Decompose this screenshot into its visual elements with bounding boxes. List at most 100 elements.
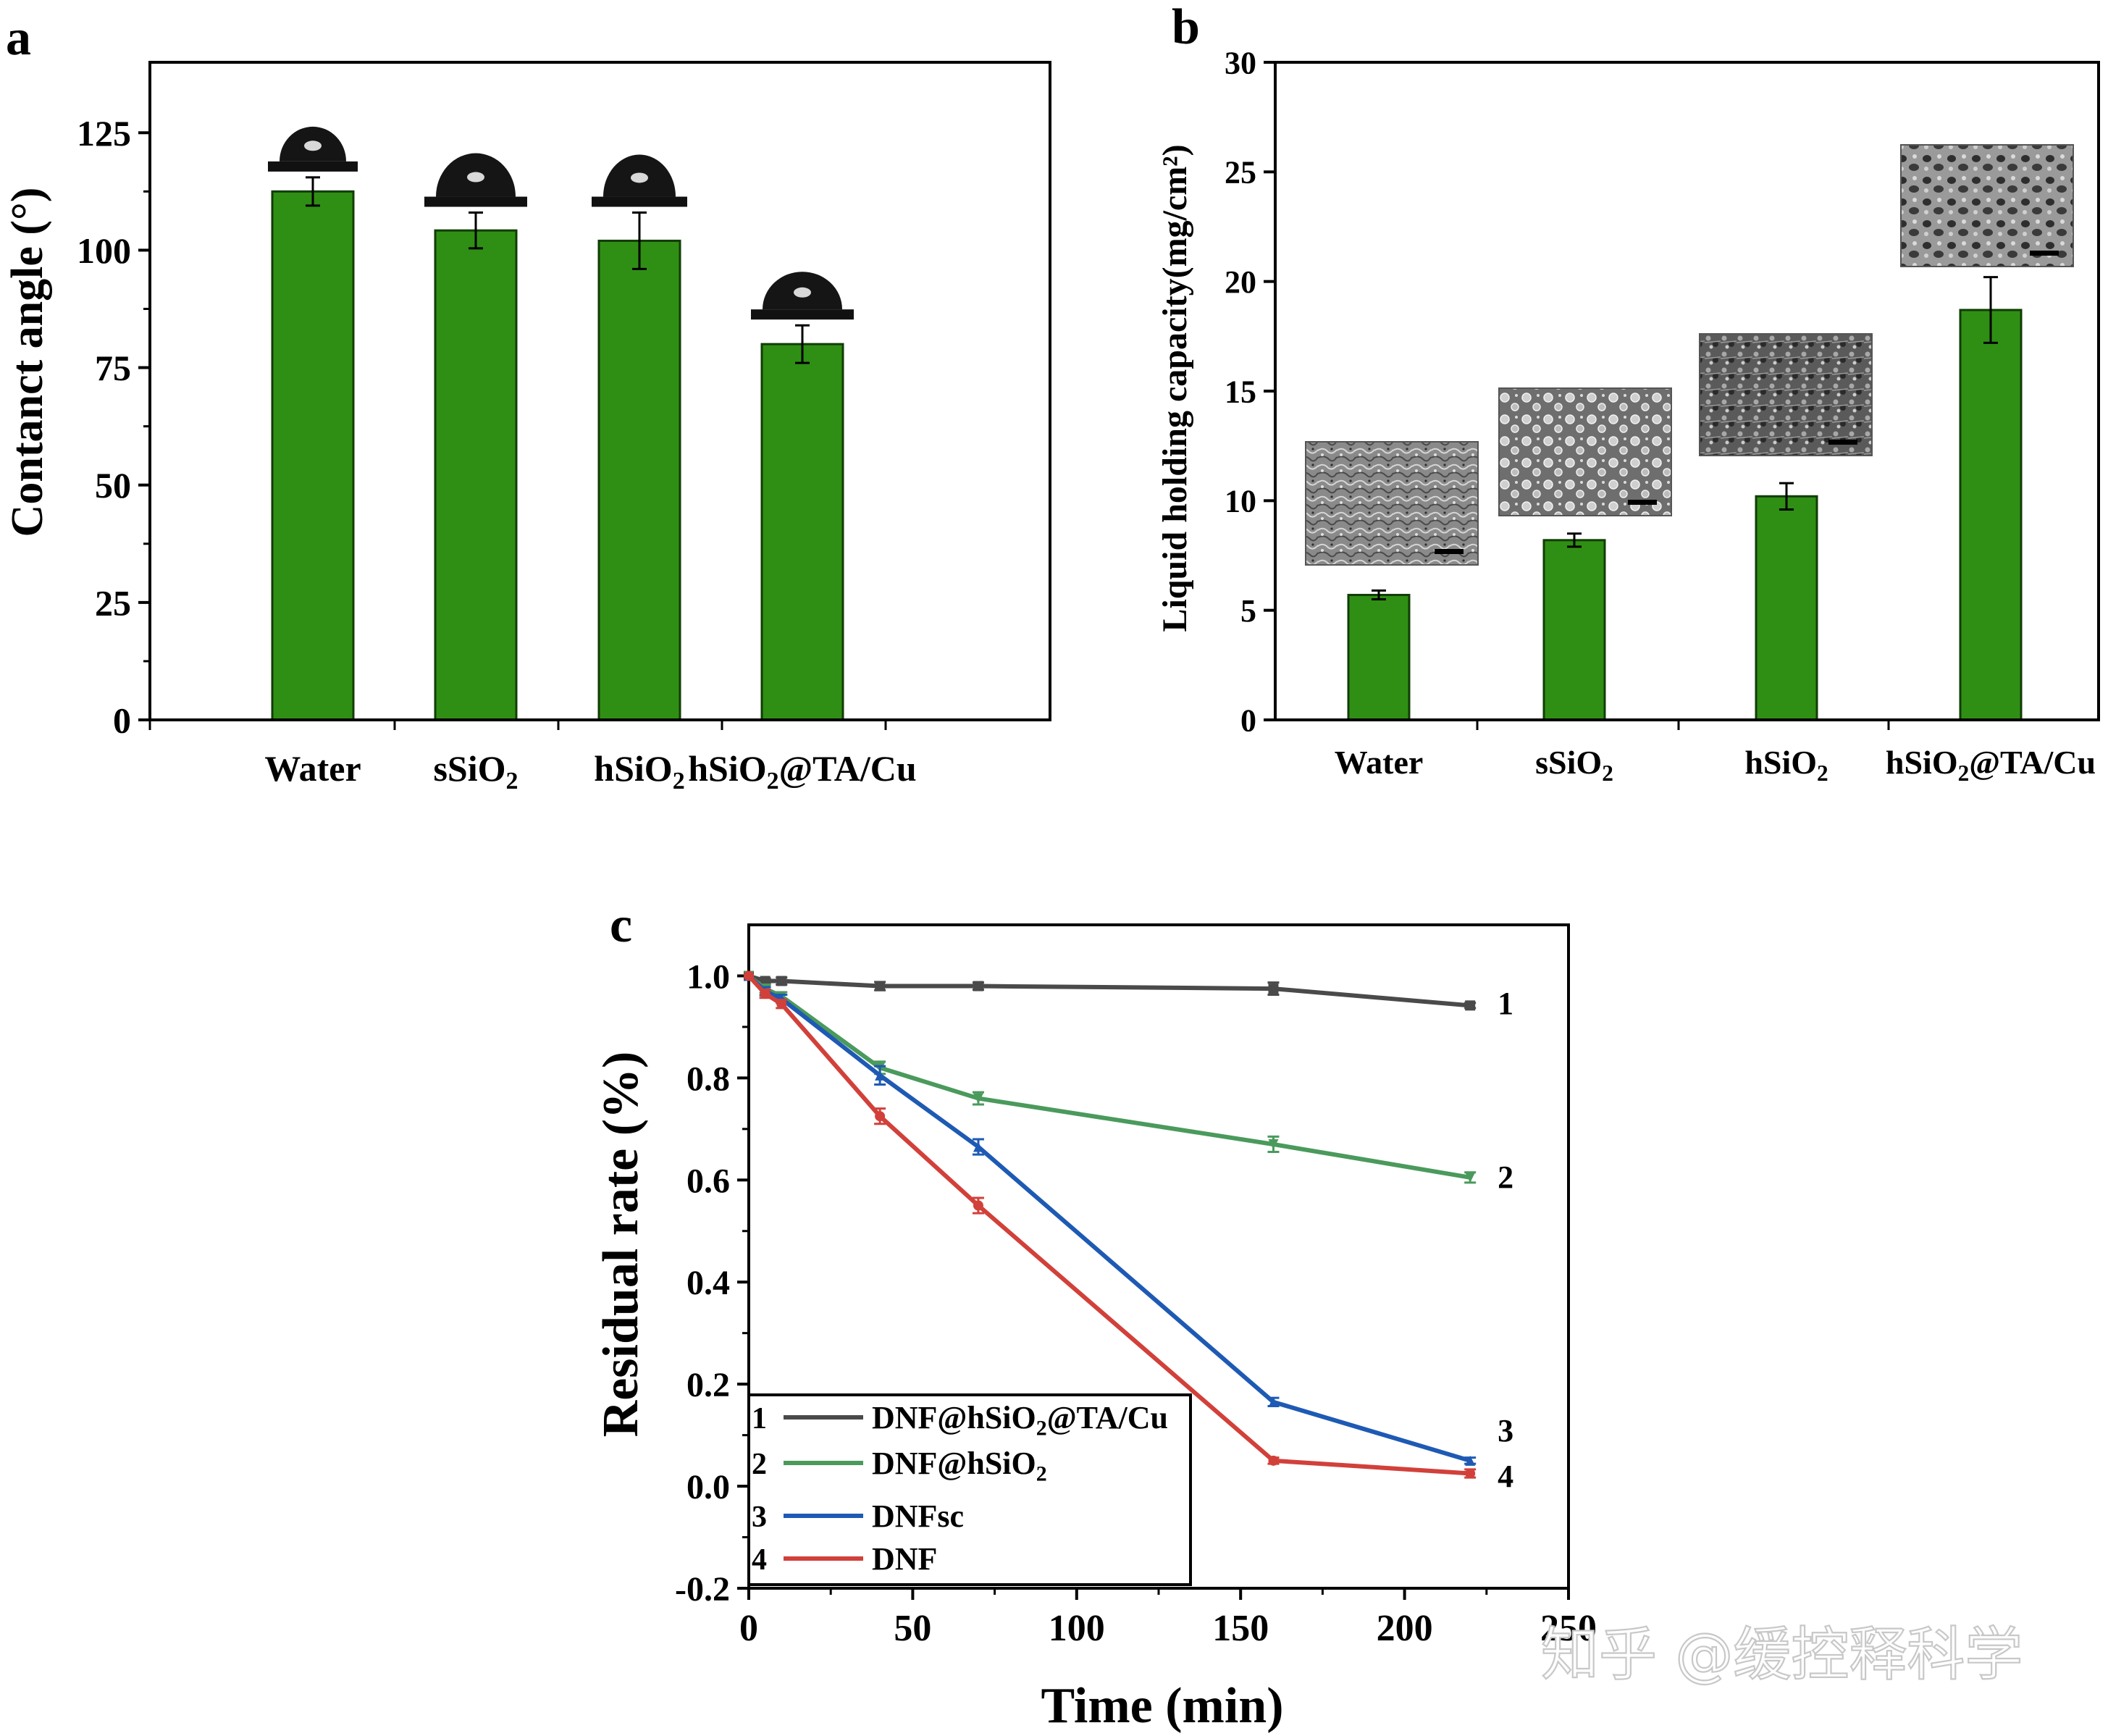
legend-label-main: DNF@hSiO xyxy=(872,1400,1036,1435)
panel-a-category-label-main: sSiO xyxy=(433,748,505,789)
sem-image xyxy=(1900,144,2074,267)
panel-a-y-axis-title: Contanct angle (°) xyxy=(3,188,52,537)
droplet-substrate xyxy=(751,309,854,320)
panel-c-x-tick-label: 250 xyxy=(1540,1608,1597,1649)
panel-b-bars xyxy=(1347,276,2023,721)
series-marker xyxy=(744,970,754,981)
panel-a-bar xyxy=(434,229,518,721)
series-marker xyxy=(1465,1172,1476,1183)
series-marker xyxy=(1465,1468,1476,1479)
series-marker xyxy=(1268,984,1279,994)
series-marker xyxy=(973,1141,983,1152)
panel-b-category-label-tail: @TA/Cu xyxy=(1969,744,2096,781)
legend-box xyxy=(747,1393,1192,1586)
legend-label-tail: @TA/Cu xyxy=(1047,1400,1168,1435)
droplet-substrate xyxy=(268,161,358,172)
legend-label-subscript: 2 xyxy=(1036,1462,1047,1486)
panel-a-category-label-main: hSiO xyxy=(594,748,672,789)
panel-a-plot-frame xyxy=(148,61,1051,721)
panel-b-y-tick-label: 0 xyxy=(1240,703,1256,738)
series-end-label: 2 xyxy=(1498,1160,1513,1195)
legend-number: 3 xyxy=(752,1501,767,1534)
panel-a-category-label: sSiO2 xyxy=(433,748,518,794)
droplet-substrate xyxy=(592,196,687,207)
panel-b-y-tick-label: 20 xyxy=(1225,264,1256,300)
series-marker xyxy=(776,976,787,986)
panel-a-category-label-main: hSiO xyxy=(688,748,766,789)
legend-number: 4 xyxy=(752,1543,767,1577)
series-marker xyxy=(1465,1455,1476,1466)
panel-c-y-axis-title: Residual rate (%) xyxy=(593,1052,649,1438)
series-marker xyxy=(776,999,787,1010)
panel-b-bar xyxy=(1542,539,1606,721)
panel-a-y-tick-label: 75 xyxy=(95,348,131,388)
legend-number: 2 xyxy=(752,1448,767,1481)
legend-label-main: DNFsc xyxy=(872,1498,964,1534)
panel-c-axes: -0.2 0.0 0.2 0.4 0.6 0.8 1.0 0 50 100 150 200 250 xyxy=(675,923,1597,1649)
legend-number: 1 xyxy=(752,1402,767,1435)
droplet-highlight xyxy=(631,172,648,183)
panel-b-category-label-subscript: 2 xyxy=(1817,760,1828,786)
panel-a-bar xyxy=(597,239,681,721)
panel-b-category-label-main: Water xyxy=(1335,744,1424,781)
series-marker xyxy=(1268,1396,1279,1407)
legend-label: DNF xyxy=(872,1541,937,1577)
sem-image xyxy=(1498,387,1672,516)
panel-a-y-tick-label: 25 xyxy=(95,582,131,623)
sem-image xyxy=(1699,333,1873,456)
panel-a-category-label-subscript: 2 xyxy=(506,768,518,794)
panel-a-category-label-subscript: 2 xyxy=(767,768,779,794)
panel-a-category-label: hSiO2@TA/Cu xyxy=(688,748,916,794)
panel-b-category-label: sSiO2 xyxy=(1535,744,1613,786)
panel-c-x-tick-label: 0 xyxy=(739,1608,758,1649)
series-end-label: 1 xyxy=(1498,986,1513,1021)
panel-a-category-label-subscript: 2 xyxy=(673,768,685,794)
panel-b-category-label-subscript: 2 xyxy=(1602,760,1613,786)
series-marker xyxy=(973,1200,983,1211)
droplet-substrate xyxy=(424,196,527,207)
panel-c-x-tick-label: 50 xyxy=(894,1608,931,1649)
panel-c-y-tick-label: 0.4 xyxy=(686,1264,730,1302)
panel-c-y-tick-label: 0.2 xyxy=(686,1366,730,1404)
panel-c-x-tick-label: 100 xyxy=(1049,1608,1105,1649)
sem-scale-bar xyxy=(1628,500,1657,505)
series-marker xyxy=(973,1093,983,1104)
panel-c-y-tick-label: 1.0 xyxy=(686,957,730,996)
panel-a-category-label-tail: @TA/Cu xyxy=(779,748,917,789)
panel-b-letter: b xyxy=(1172,0,1200,55)
series-end-label: 4 xyxy=(1498,1459,1513,1494)
droplet-highlight xyxy=(304,141,322,151)
panel-a-y-tick-label: 100 xyxy=(77,230,131,271)
panel-a-y-tick-label: 50 xyxy=(95,465,131,506)
legend-label: DNFsc xyxy=(872,1498,964,1534)
series-marker xyxy=(1268,1455,1279,1466)
panel-a-bar xyxy=(271,190,355,721)
panel-a-category-label: Water xyxy=(264,748,361,789)
sem-image xyxy=(1305,441,1479,566)
legend-label: DNF@hSiO2@TA/Cu xyxy=(872,1400,1168,1441)
series-end-label: 3 xyxy=(1498,1413,1513,1448)
panel-b-bar xyxy=(1959,309,2023,721)
legend-label: DNF@hSiO2 xyxy=(872,1446,1047,1486)
panel-a-y-tick-label: 0 xyxy=(113,700,131,741)
panel-a-y-tick-label: 125 xyxy=(77,113,131,154)
series-marker xyxy=(875,981,886,991)
sem-scale-bar xyxy=(2030,251,2059,256)
legend-label-subscript: 2 xyxy=(1036,1417,1047,1441)
panel-c-y-tick-label: 0.8 xyxy=(686,1060,730,1098)
panel-c-y-tick-label: 0.6 xyxy=(686,1162,730,1200)
series-marker xyxy=(1465,1000,1476,1011)
series-marker xyxy=(1268,1139,1279,1149)
sem-scale-bar xyxy=(1828,440,1857,445)
panel-c-line-chart: -0.2 0.0 0.2 0.4 0.6 0.8 1.0 0 50 100 150 200 250 1 2… xyxy=(593,923,1597,1734)
panel-a-bar xyxy=(760,343,844,721)
panel-a-bars xyxy=(271,176,844,721)
panel-c-series: 1 2 3 4 xyxy=(744,970,1513,1494)
panel-b-y-tick-label: 30 xyxy=(1225,45,1256,80)
panel-c-x-axis-title: Time (min) xyxy=(1041,1678,1283,1734)
watermark: 知乎 @缓控释科学 xyxy=(1541,1621,2023,1688)
